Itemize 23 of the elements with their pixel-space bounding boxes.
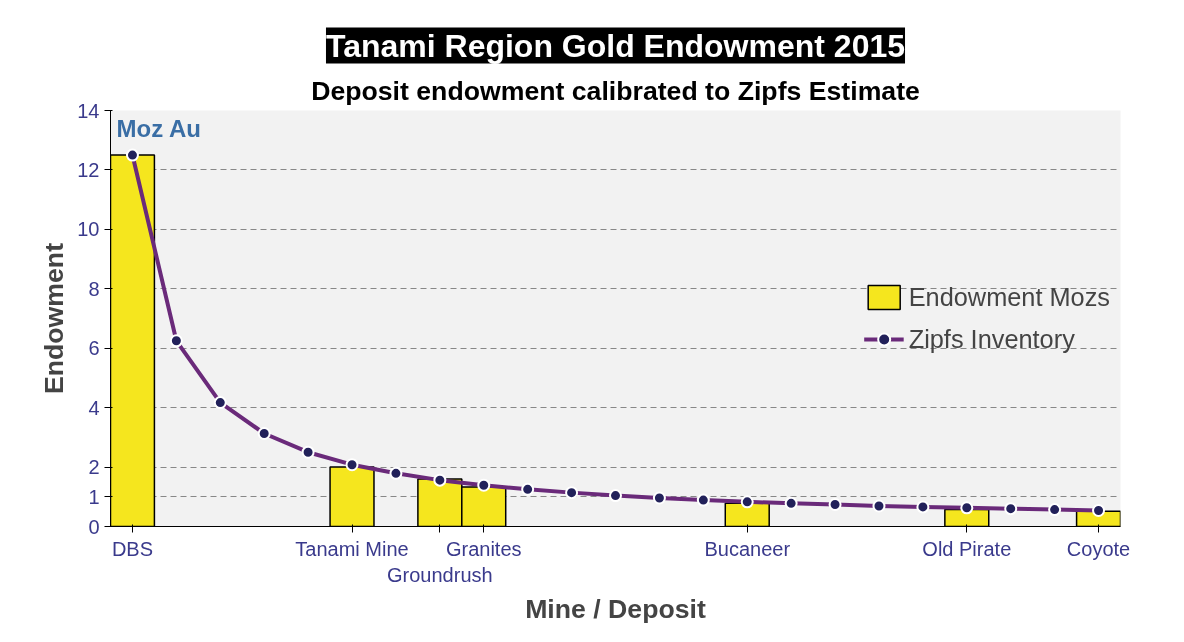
x-axis-title: Mine / Deposit [525,593,706,624]
chart-title: Tanami Region Gold Endowment 2015 [325,27,906,64]
legend-label: Zipfs Inventory [908,324,1075,354]
y-tick-label: 0 [88,515,100,538]
y-tick-label: 12 [77,158,100,181]
y-tick-label: 1 [88,485,100,508]
y-tick-label: 4 [88,396,100,419]
y-tick-label: 10 [77,218,100,241]
x-tick-label: DBS [111,537,154,560]
x-tick-label: Bucaneer [704,537,791,560]
y-tick-label: 14 [77,99,100,122]
x-tick-label: Tanami Mine [295,537,409,560]
x-tick-label: Groundrush [387,563,493,586]
x-tick-label: Coyote [1066,537,1131,560]
x-tick-label: Old Pirate [922,537,1012,560]
x-tick-label: Granites [445,537,522,560]
y-tick-label: 2 [88,456,100,479]
chart-subtitle: Deposit endowment calibrated to Zipfs Estimate [311,75,920,106]
y-tick-label: 8 [88,277,100,300]
y-tick-label: 6 [88,337,100,360]
legend-label: Endowment Mozs [908,282,1110,312]
y-axis-title: Endowment [39,242,70,395]
annotation: Moz Au [116,114,201,142]
